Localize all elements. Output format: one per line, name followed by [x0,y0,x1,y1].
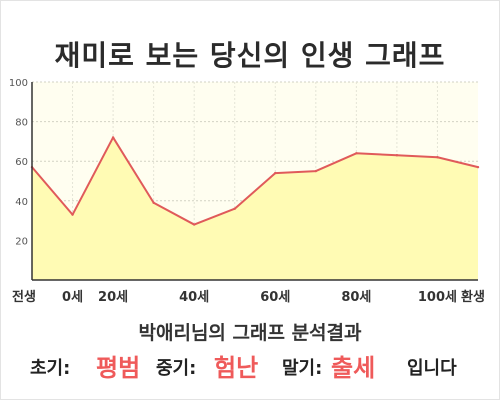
late-label: 말기: [282,358,323,379]
data-point [355,152,358,155]
x-tick-label: 60세 [260,290,290,305]
y-tick-label: 40 [15,197,28,208]
y-tick-label: 80 [15,118,28,129]
x-tick-label: 80세 [341,290,371,305]
data-point [152,201,155,204]
x-tick-label: 40세 [179,290,209,305]
late-value: 출세 [331,354,376,382]
data-point [192,223,196,226]
ending-text: 입니다 [407,358,457,379]
series-line [31,136,479,226]
x-tick-label: 100세 [418,290,457,305]
data-point [71,213,74,216]
page-title: 재미로 보는 당신의 인생 그래프 [54,39,446,72]
data-point [395,154,399,157]
x-tick-label: 환생 [461,289,485,305]
data-point [274,171,277,175]
middle-label: 중기: [156,358,197,379]
y-tick-label: 100 [9,78,28,89]
analysis-result: 초기: 평범 중기: 험난 말기: 출세 입니다 [0,346,500,382]
data-point [111,136,115,139]
data-point [314,169,318,173]
data-point [436,156,439,159]
area-fill [32,137,478,280]
y-tick-label: 60 [15,157,28,168]
analysis-subtitle: 박애리님의 그래프 분석결과 [138,322,362,344]
data-point [476,165,480,169]
early-label: 초기: [30,358,71,379]
data-point [233,207,236,210]
early-value: 평범 [96,354,141,382]
x-tick-label: 20세 [98,290,128,305]
y-tick-label: 20 [15,236,28,247]
x-tick-label: 전생 [12,289,36,305]
middle-value: 험난 [214,354,259,382]
x-tick-label: 0세 [62,290,83,305]
